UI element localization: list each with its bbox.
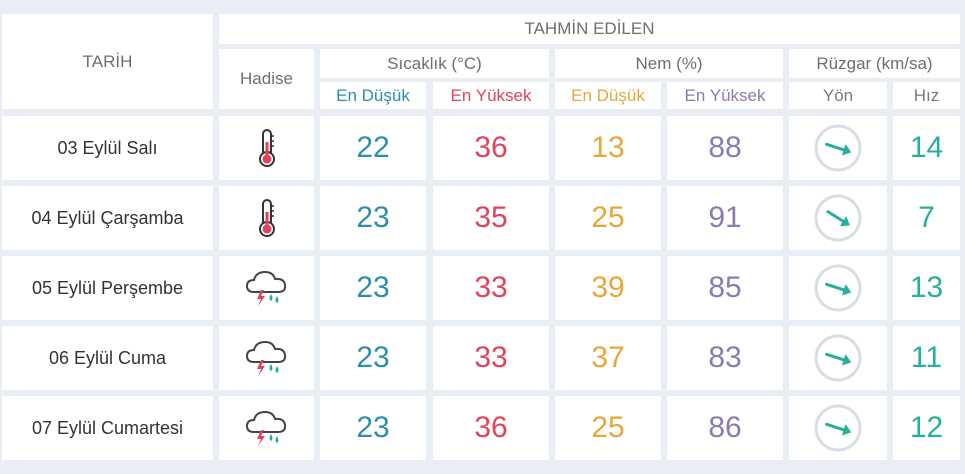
row-date: 04 Eylül Çarşamba [2, 186, 213, 250]
temp-max-value: 36 [433, 396, 549, 460]
event-cell [219, 116, 314, 180]
wind-speed-value: 7 [893, 186, 960, 250]
hum-max-value: 86 [667, 396, 783, 460]
temp-min-value: 23 [320, 326, 426, 390]
header-temperature: Sıcaklık (°C) [320, 49, 549, 78]
header-wind-speed: Hız [893, 82, 960, 109]
thunderstorm-rain-icon [244, 268, 290, 308]
hum-min-value: 37 [555, 326, 661, 390]
hum-max-value: 83 [667, 326, 783, 390]
wind-arrow-east-southeast-icon [813, 333, 863, 383]
hum-max-value: 88 [667, 116, 783, 180]
header-wind-direction: Yön [789, 82, 887, 109]
wind-arrow-east-southeast-icon [813, 403, 863, 453]
header-forecast: TAHMİN EDİLEN [219, 14, 960, 44]
temp-max-value: 33 [433, 256, 549, 320]
wind-speed-value: 12 [893, 396, 960, 460]
row-date: 07 Eylül Cumartesi [2, 396, 213, 460]
thunderstorm-rain-icon [244, 408, 290, 448]
header-wind: Rüzgar (km/sa) [789, 49, 960, 78]
temp-min-value: 22 [320, 116, 426, 180]
wind-arrow-southeast-icon [813, 193, 863, 243]
hum-min-value: 13 [555, 116, 661, 180]
thermometer-icon [253, 128, 281, 168]
header-humidity: Nem (%) [555, 49, 783, 78]
wind-direction-cell [789, 186, 887, 250]
header-hum-max: En Yüksek [667, 82, 783, 109]
wind-speed-value: 14 [893, 116, 960, 180]
wind-arrow-east-southeast-icon [813, 123, 863, 173]
hum-min-value: 25 [555, 396, 661, 460]
temp-min-value: 23 [320, 256, 426, 320]
temp-max-value: 35 [433, 186, 549, 250]
thunderstorm-rain-icon [244, 338, 290, 378]
event-cell [219, 186, 314, 250]
event-cell [219, 256, 314, 320]
temp-max-value: 33 [433, 326, 549, 390]
thermometer-icon [253, 198, 281, 238]
wind-arrow-east-southeast-icon [813, 263, 863, 313]
wind-direction-cell [789, 116, 887, 180]
wind-direction-cell [789, 396, 887, 460]
row-date: 06 Eylül Cuma [2, 326, 213, 390]
hum-max-value: 85 [667, 256, 783, 320]
row-date: 05 Eylül Perşembe [2, 256, 213, 320]
hum-min-value: 25 [555, 186, 661, 250]
wind-direction-cell [789, 256, 887, 320]
wind-direction-cell [789, 326, 887, 390]
row-date: 03 Eylül Salı [2, 116, 213, 180]
header-event: Hadise [219, 49, 314, 109]
wind-speed-value: 11 [893, 326, 960, 390]
header-temp-min: En Düşük [320, 82, 426, 109]
hum-max-value: 91 [667, 186, 783, 250]
wind-speed-value: 13 [893, 256, 960, 320]
temp-min-value: 23 [320, 186, 426, 250]
temp-max-value: 36 [433, 116, 549, 180]
temp-min-value: 23 [320, 396, 426, 460]
event-cell [219, 326, 314, 390]
header-date: TARİH [2, 14, 213, 109]
header-temp-max: En Yüksek [433, 82, 549, 109]
event-cell [219, 396, 314, 460]
hum-min-value: 39 [555, 256, 661, 320]
header-hum-min: En Düşük [555, 82, 661, 109]
